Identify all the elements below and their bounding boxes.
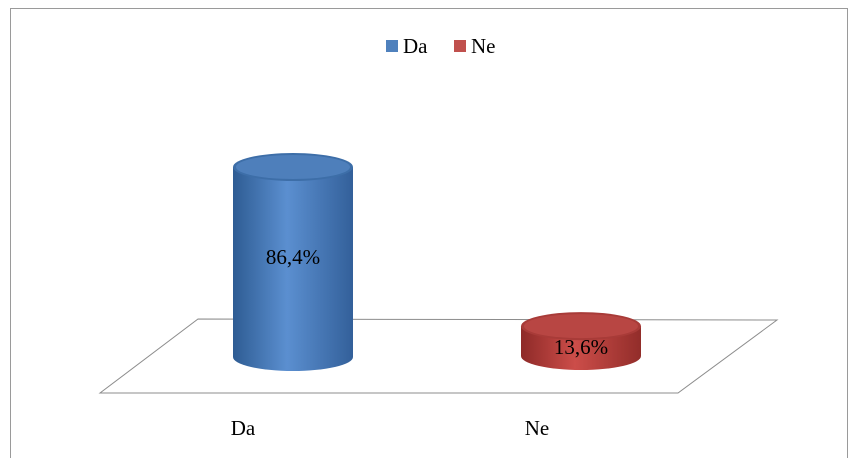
data-label-da: 86,4% <box>266 245 320 269</box>
category-label-ne: Ne <box>525 416 550 440</box>
bar-top-face-da <box>236 155 350 179</box>
category-label-da: Da <box>231 416 256 440</box>
legend: Da Ne <box>386 34 496 58</box>
data-label-ne: 13,6% <box>554 335 608 359</box>
bars-group: 86,4% 13,6% <box>233 153 641 371</box>
bar-top-face-ne <box>524 314 638 339</box>
bar-da <box>233 167 353 371</box>
legend-swatch-da <box>386 40 398 52</box>
legend-label-ne: Ne <box>471 34 496 58</box>
legend-label-da: Da <box>403 34 428 58</box>
chart-floor <box>98 318 779 394</box>
legend-swatch-ne <box>454 40 466 52</box>
